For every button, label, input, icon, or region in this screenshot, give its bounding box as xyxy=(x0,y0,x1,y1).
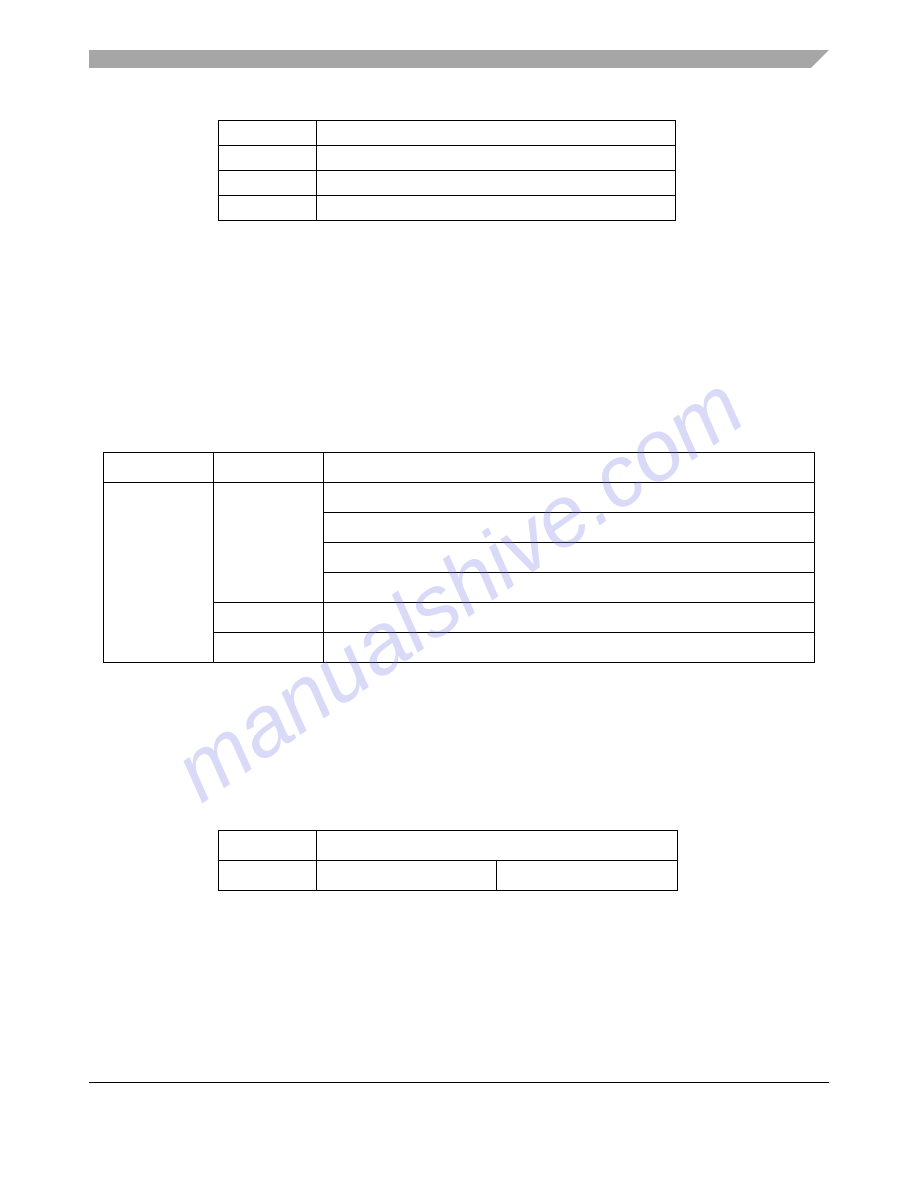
table-row xyxy=(219,121,317,146)
table-row xyxy=(214,603,324,633)
table-row xyxy=(219,196,317,221)
table-row xyxy=(104,453,214,483)
page-container: manualshive.com xyxy=(0,0,918,1188)
table-row xyxy=(214,633,324,663)
table-row xyxy=(324,483,815,513)
table-1 xyxy=(218,120,676,221)
table-row xyxy=(317,831,678,861)
table-row xyxy=(219,831,317,861)
table-row xyxy=(219,171,317,196)
table-row xyxy=(324,513,815,543)
table-row xyxy=(317,171,676,196)
table-row xyxy=(324,453,815,483)
table-row xyxy=(317,861,497,891)
table-row xyxy=(214,453,324,483)
table-3 xyxy=(218,830,678,891)
table-2 xyxy=(103,452,815,663)
table-row xyxy=(317,146,676,171)
table-row xyxy=(219,861,317,891)
table-row xyxy=(317,121,676,146)
table-row xyxy=(324,573,815,603)
table-row xyxy=(497,861,678,891)
table-row xyxy=(324,603,815,633)
header-bar-chamfer xyxy=(811,50,829,68)
table-row xyxy=(104,483,214,663)
table-row xyxy=(219,146,317,171)
footer-divider xyxy=(89,1082,829,1083)
table-row xyxy=(214,483,324,603)
table-row xyxy=(317,196,676,221)
header-bar xyxy=(89,50,829,68)
table-row xyxy=(324,543,815,573)
table-row xyxy=(324,633,815,663)
